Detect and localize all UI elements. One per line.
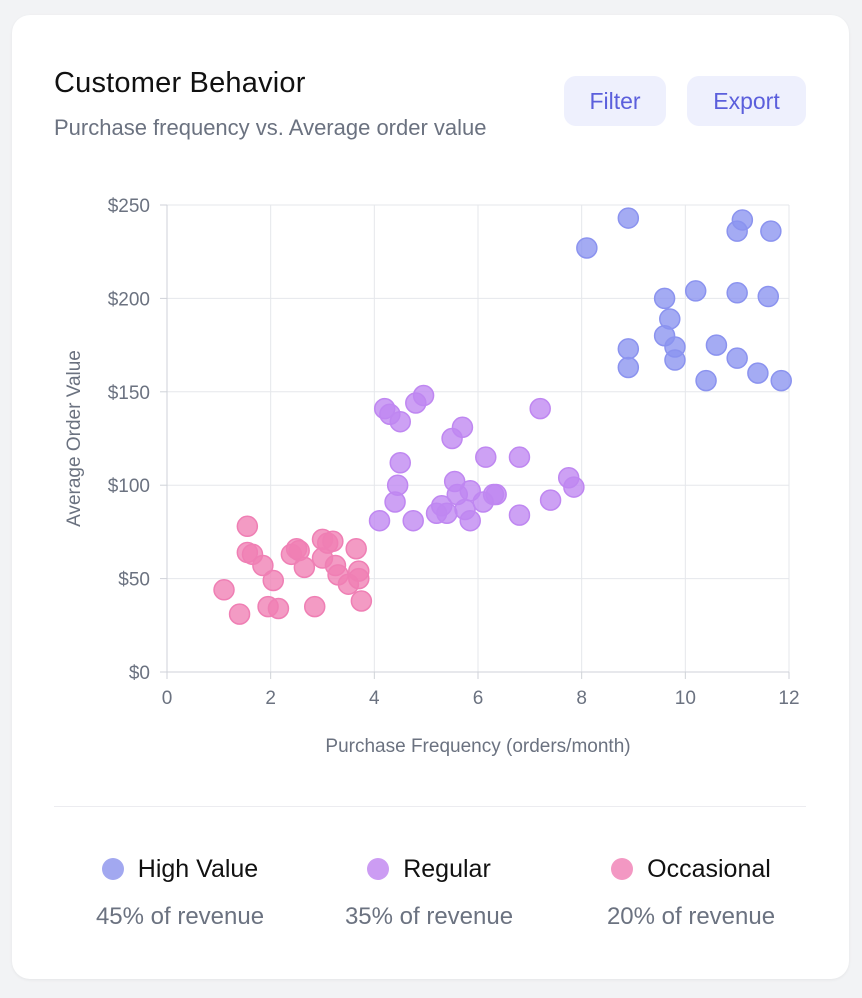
point-occasional [293, 556, 316, 579]
legend-label-occasional: Occasional [647, 854, 771, 883]
page-title: Customer Behavior [54, 67, 306, 99]
y-tick-label: $150 [108, 383, 150, 404]
x-tick-label: 6 [473, 688, 484, 709]
divider [54, 806, 806, 807]
point-high-value [726, 347, 748, 369]
point-regular [436, 502, 458, 524]
y-tick-label: $200 [108, 289, 150, 310]
point-occasional [252, 554, 274, 577]
filter-button[interactable]: Filter [564, 76, 666, 126]
legend-share-occasional: 20% of revenue [606, 903, 776, 930]
point-occasional [322, 530, 344, 552]
legend-share-high-value: 45% of revenue [95, 903, 265, 930]
point-high-value [617, 338, 640, 360]
legend-dot-occasional [611, 858, 634, 880]
point-high-value [757, 285, 780, 308]
x-tick-label: 2 [265, 688, 276, 709]
point-high-value [653, 287, 676, 310]
chart-card: Customer Behavior Purchase frequency vs.… [12, 15, 849, 979]
legend-label-high-value: High Value [137, 854, 259, 883]
point-high-value [617, 207, 640, 229]
legend-item-high-value: High Value 45% of revenue [50, 853, 310, 963]
point-occasional [228, 603, 251, 625]
point-regular [563, 476, 585, 498]
x-tick-label: 10 [675, 688, 696, 709]
point-occasional [213, 579, 235, 601]
x-tick-label: 4 [369, 688, 380, 709]
point-occasional [348, 567, 370, 590]
y-tick-label: $50 [118, 570, 150, 591]
export-button[interactable]: Export [687, 76, 806, 126]
point-regular [475, 446, 497, 468]
scatter-chart: 0 2 4 6 8 10 12 $0 $50 $100 $150 $200 $250 Purchase F… [64, 196, 800, 757]
legend-dot-regular [367, 858, 390, 880]
point-occasional [345, 537, 367, 560]
point-high-value [705, 334, 728, 356]
point-regular [402, 509, 424, 532]
point-regular [508, 504, 531, 526]
point-occasional [267, 597, 290, 620]
point-high-value [664, 349, 686, 371]
point-regular [459, 509, 481, 532]
point-regular [485, 483, 507, 506]
point-high-value [726, 282, 748, 304]
point-occasional [303, 595, 326, 618]
point-high-value [770, 369, 792, 392]
legend-share-regular: 35% of revenue [344, 903, 514, 930]
point-regular [451, 416, 474, 439]
point-high-value [695, 369, 717, 392]
point-occasional [350, 590, 373, 612]
point-regular [389, 410, 411, 433]
point-regular [368, 509, 391, 532]
y-tick-label: $250 [108, 196, 150, 217]
point-high-value [747, 362, 769, 384]
x-tick-label: 8 [576, 688, 587, 709]
point-high-value [576, 237, 598, 259]
point-high-value [617, 356, 640, 379]
point-occasional [236, 515, 259, 538]
y-axis-title: Average Order Value [64, 350, 85, 527]
point-regular [389, 452, 411, 474]
x-tick-label: 0 [162, 688, 173, 709]
point-regular [386, 474, 409, 496]
point-high-value [731, 209, 754, 231]
y-tick-label: $100 [108, 476, 150, 497]
point-regular [539, 489, 562, 511]
point-high-value [684, 280, 707, 302]
point-regular [412, 384, 435, 407]
point-occasional [262, 569, 285, 592]
legend-dot-high-value [101, 858, 124, 880]
legend-item-occasional: Occasional 20% of revenue [561, 853, 821, 963]
point-regular [529, 397, 551, 420]
legend-label-regular: Regular [403, 854, 491, 883]
y-tick-label: $0 [129, 663, 150, 684]
x-axis-title: Purchase Frequency (orders/month) [325, 736, 630, 757]
point-high-value [760, 220, 782, 242]
x-tick-label: 12 [778, 688, 799, 709]
legend-item-regular: Regular 35% of revenue [299, 853, 559, 963]
page-subtitle: Purchase frequency vs. Average order val… [54, 115, 487, 140]
point-regular [508, 446, 531, 468]
